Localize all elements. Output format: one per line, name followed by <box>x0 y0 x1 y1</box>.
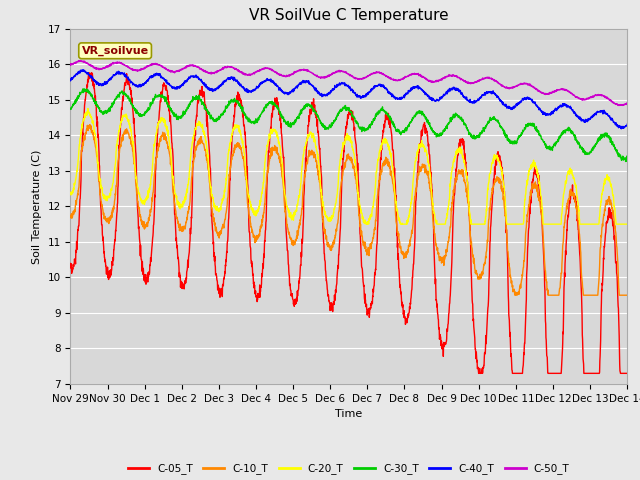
Title: VR SoilVue C Temperature: VR SoilVue C Temperature <box>249 9 449 24</box>
X-axis label: Time: Time <box>335 409 362 419</box>
Legend: C-05_T, C-10_T, C-20_T, C-30_T, C-40_T, C-50_T: C-05_T, C-10_T, C-20_T, C-30_T, C-40_T, … <box>124 459 573 478</box>
Text: VR_soilvue: VR_soilvue <box>81 46 148 56</box>
Y-axis label: Soil Temperature (C): Soil Temperature (C) <box>32 149 42 264</box>
